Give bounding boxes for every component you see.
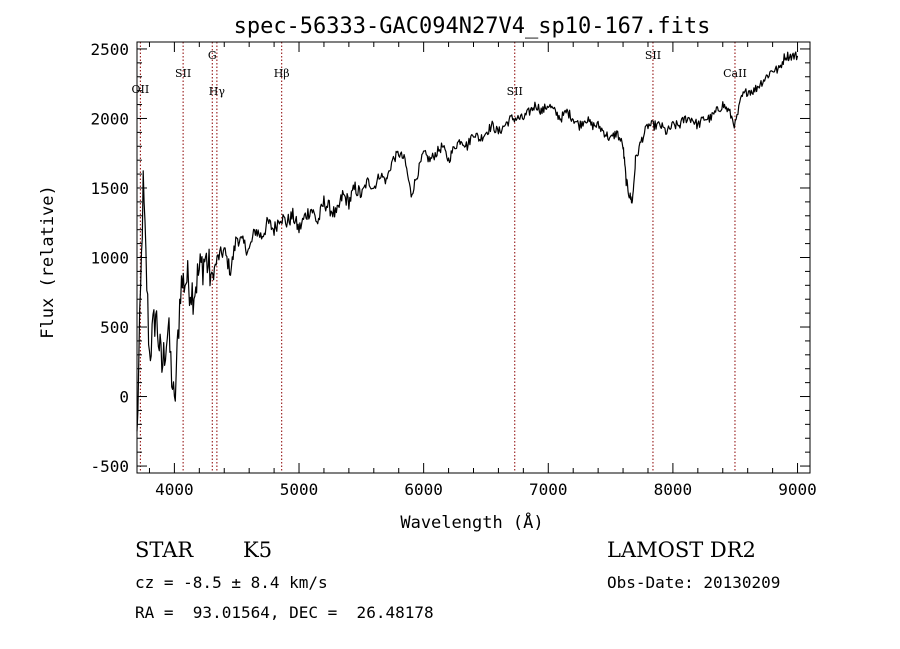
plot-frame [136,41,811,474]
x-tick-label: 9000 [778,480,817,499]
spectral-line-label: Hγ [209,85,226,98]
x-tick-label: 6000 [404,480,443,499]
axis-ticks: 4000 5000 6000 7000 8000 9000 -500 0 500 1000 1500… [90,40,816,499]
spectral-line-label: CaII [723,67,747,80]
y-axis-label: Flux (relative) [38,185,58,339]
survey-name: LAMOST DR2 [607,538,756,562]
y-tick-label: 500 [100,318,129,337]
y-tick-label: 0 [119,388,129,407]
y-tick-label: 1500 [90,179,129,198]
x-tick-label: 8000 [654,480,693,499]
coordinates-readout: RA = 93.01564, DEC = 26.48178 [135,603,434,622]
y-tick-label: -500 [90,457,129,476]
spectral-line-label: SII [175,67,191,80]
spectral-line-label: SII [645,49,661,62]
spectral-line-label: Hβ [274,67,290,80]
x-tick-label: 5000 [280,480,319,499]
spectral-line-label: G [208,49,217,62]
spectral-line-label: SII [507,85,523,98]
y-tick-label: 2500 [90,40,129,59]
spectral-line-markers: OII SII G Hγ Hβ SII SII CaII [132,42,747,473]
object-subclass: K5 [243,538,273,562]
spectral-line-label: OII [132,83,150,96]
x-tick-label: 7000 [529,480,568,499]
chart-title: spec-56333-GAC094N27V4_sp10-167.fits [234,14,711,39]
x-tick-label: 4000 [155,480,194,499]
obs-date: Obs-Date: 20130209 [607,573,781,592]
redshift-readout: cz = -8.5 ± 8.4 km/s [135,573,328,592]
y-tick-label: 2000 [90,109,129,128]
x-axis-label: Wavelength (Å) [400,511,543,533]
spectrum-line [136,51,799,432]
object-class: STAR [135,538,194,562]
y-tick-label: 1000 [90,249,129,268]
